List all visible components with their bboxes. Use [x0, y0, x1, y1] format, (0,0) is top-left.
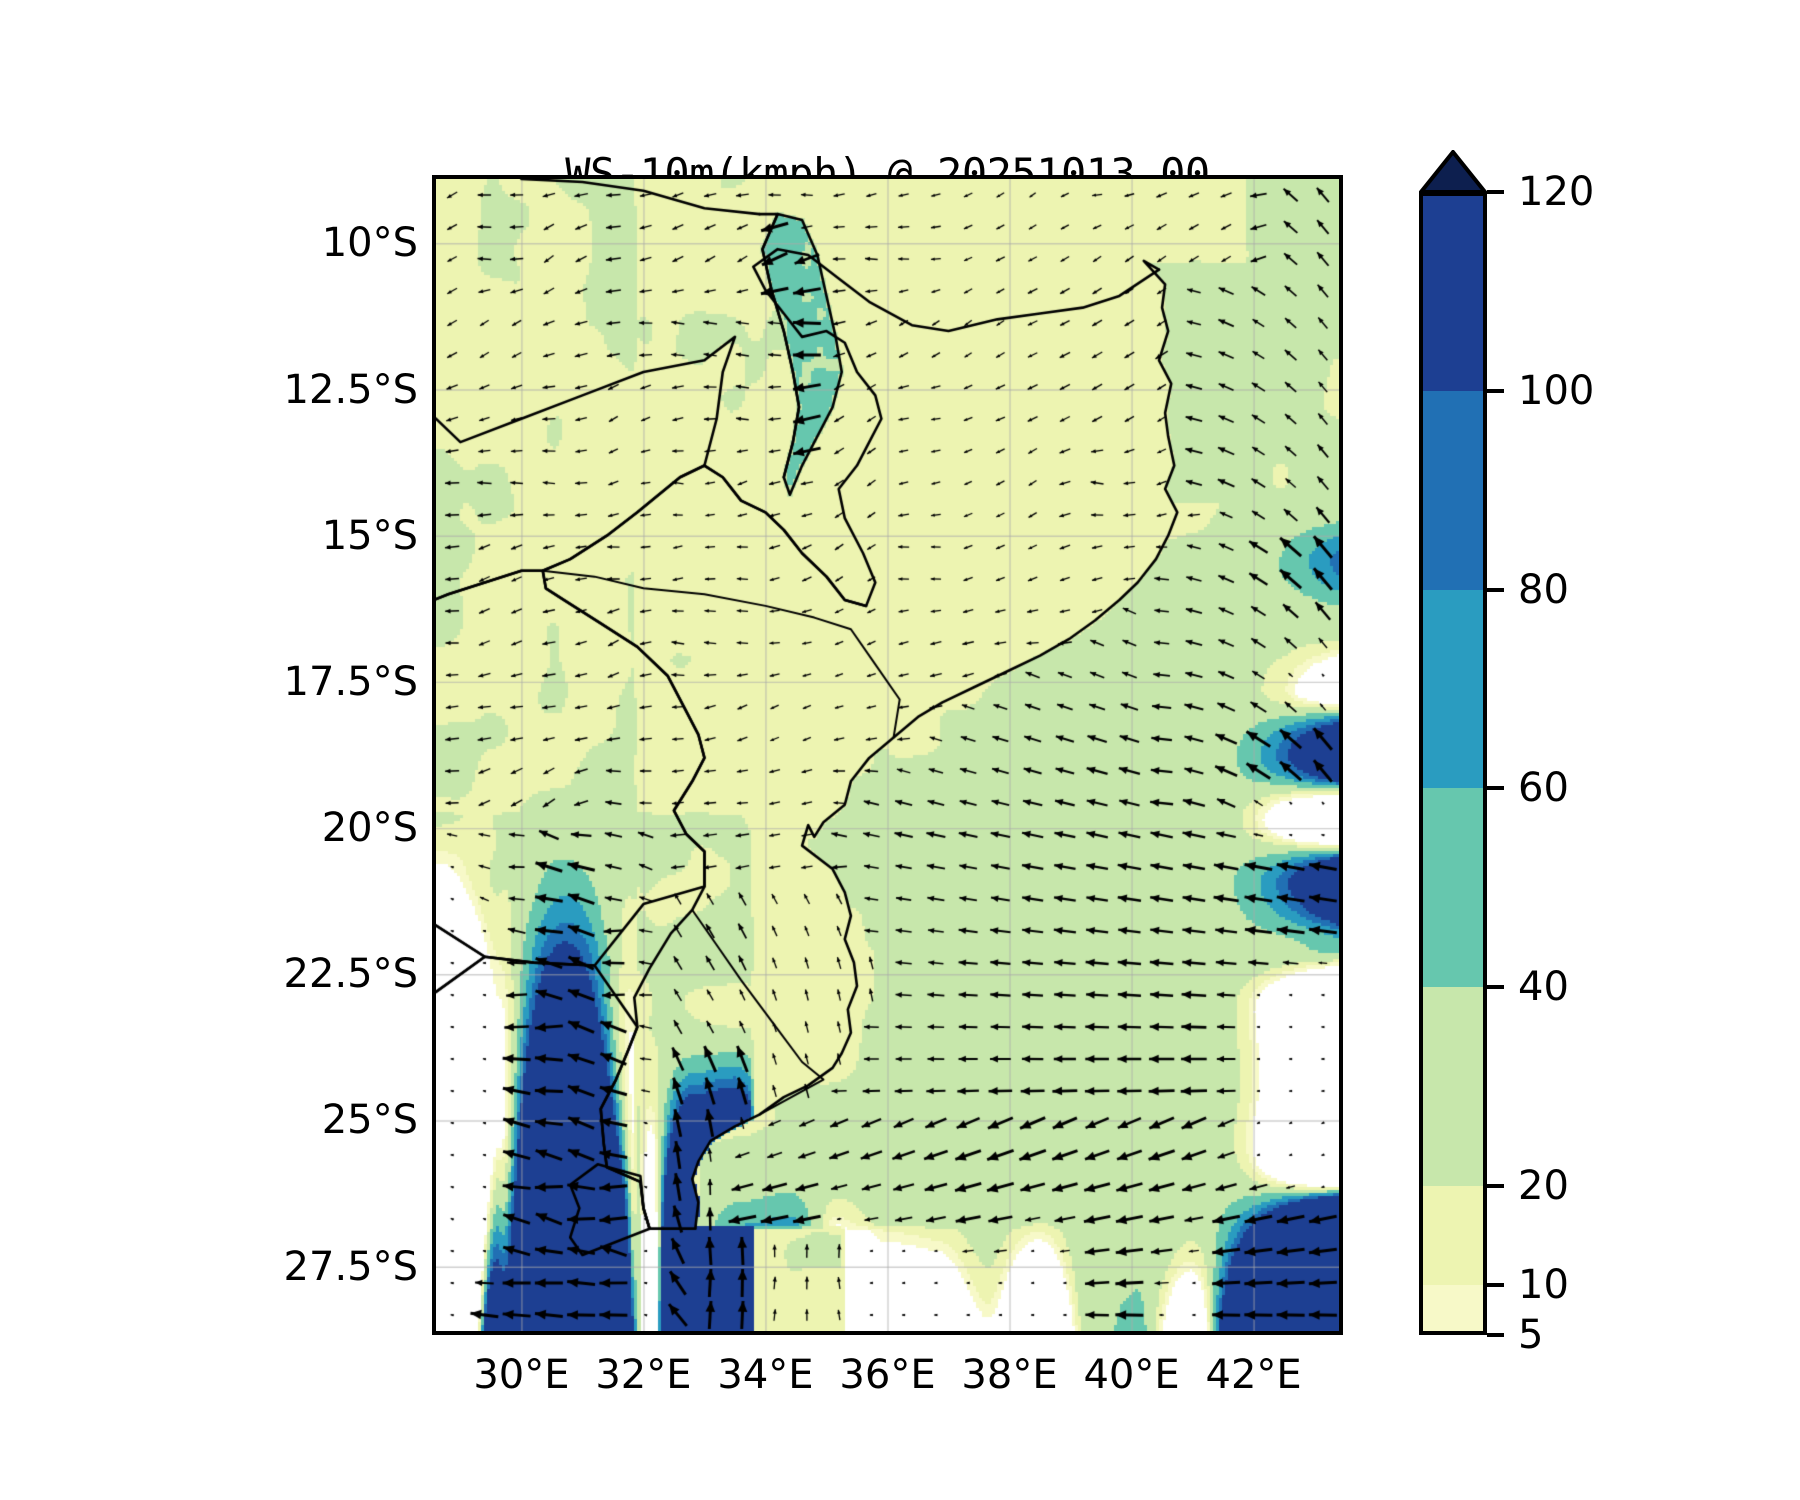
- colorbar-tick-100: [1487, 388, 1504, 393]
- colorbar-label-10: 10: [1518, 1262, 1569, 1309]
- colorbar-label-5: 5: [1518, 1312, 1544, 1358]
- ytick-label-6: 25°S: [321, 1097, 418, 1144]
- ytick-label-1: 12.5°S: [283, 366, 418, 413]
- xtick-label-2: 34°E: [717, 1352, 814, 1398]
- xtick-label-3: 36°E: [839, 1352, 936, 1398]
- xtick-label-0: 30°E: [473, 1352, 570, 1398]
- colorbar-tick-10: [1487, 1283, 1504, 1288]
- xtick-label-1: 32°E: [595, 1352, 692, 1398]
- colorbar-band-80-100: [1419, 390, 1487, 590]
- colorbar-tick-80: [1487, 587, 1504, 592]
- ytick-label-5: 22.5°S: [283, 951, 418, 998]
- ytick-label-2: 15°S: [321, 512, 418, 559]
- colorbar-label-100: 100: [1518, 367, 1595, 414]
- colorbar-band-20-40: [1419, 987, 1487, 1186]
- ytick-label-7: 27.5°S: [283, 1243, 418, 1290]
- colorbar-tick-20: [1487, 1183, 1504, 1188]
- xtick-label-5: 40°E: [1083, 1352, 1180, 1398]
- colorbar-band-60-80: [1419, 589, 1487, 789]
- colorbar-tick-120: [1487, 190, 1504, 194]
- colorbar-label-80: 80: [1518, 566, 1569, 613]
- colorbar-tick-40: [1487, 985, 1504, 990]
- xtick-label-4: 38°E: [961, 1352, 1058, 1398]
- colorbar-label-40: 40: [1518, 964, 1569, 1011]
- colorbar-band-100-120: [1419, 192, 1487, 391]
- wind-speed-contour-canvas: [436, 179, 1339, 1331]
- colorbar-band-40-60: [1419, 788, 1487, 988]
- ytick-label-3: 17.5°S: [283, 658, 418, 705]
- colorbar-label-20: 20: [1518, 1162, 1569, 1209]
- map-plot-area[interactable]: [432, 175, 1343, 1335]
- colorbar-extend-arrow: [1419, 150, 1487, 194]
- colorbar-label-60: 60: [1518, 765, 1569, 812]
- colorbar-label-120: 120: [1518, 169, 1595, 215]
- xtick-label-6: 42°E: [1205, 1352, 1302, 1398]
- ytick-label-0: 10°S: [321, 220, 418, 267]
- colorbar[interactable]: [1419, 192, 1487, 1335]
- colorbar-band-5-10: [1419, 1285, 1487, 1335]
- colorbar-band-10-20: [1419, 1185, 1487, 1286]
- ytick-label-4: 20°S: [321, 805, 418, 852]
- colorbar-tick-60: [1487, 786, 1504, 791]
- colorbar-tick-5: [1487, 1333, 1504, 1337]
